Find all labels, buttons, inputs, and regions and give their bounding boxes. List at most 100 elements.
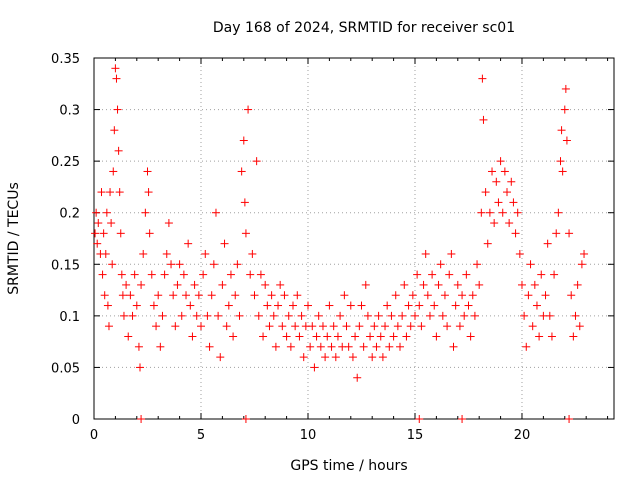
data-point bbox=[565, 229, 574, 238]
data-point bbox=[327, 342, 336, 351]
data-point bbox=[346, 301, 355, 310]
data-point bbox=[199, 270, 208, 279]
data-point bbox=[94, 219, 103, 228]
data-point bbox=[244, 105, 253, 114]
data-point bbox=[404, 301, 413, 310]
data-point bbox=[312, 332, 321, 341]
data-point bbox=[490, 219, 499, 228]
data-point bbox=[109, 167, 118, 176]
data-point bbox=[278, 322, 287, 331]
data-point bbox=[252, 157, 261, 166]
data-point bbox=[222, 322, 231, 331]
data-point bbox=[393, 322, 402, 331]
data-point bbox=[560, 105, 569, 114]
data-point bbox=[229, 332, 238, 341]
y-axis-ticks: 0 0.05 0.1 0.15 0.2 0.25 0.3 0.35 bbox=[51, 52, 614, 428]
data-point bbox=[543, 239, 552, 248]
data-point bbox=[331, 353, 340, 362]
data-point bbox=[478, 74, 487, 83]
data-point bbox=[498, 208, 507, 217]
y-tick-label: 0.15 bbox=[51, 258, 80, 273]
data-point bbox=[211, 208, 220, 217]
data-point bbox=[447, 249, 456, 258]
y-tick-label: 0.3 bbox=[59, 104, 80, 119]
data-point bbox=[196, 322, 205, 331]
x-tick-label: 5 bbox=[197, 428, 205, 443]
data-point bbox=[342, 322, 351, 331]
data-point bbox=[383, 301, 392, 310]
data-point bbox=[348, 353, 357, 362]
data-point bbox=[265, 322, 274, 331]
data-point bbox=[240, 198, 249, 207]
data-point bbox=[99, 229, 108, 238]
data-point bbox=[284, 311, 293, 320]
data-point bbox=[340, 291, 349, 300]
grid-lines bbox=[94, 58, 614, 419]
data-point bbox=[205, 342, 214, 351]
data-point bbox=[116, 229, 125, 238]
data-point bbox=[481, 188, 490, 197]
y-tick-label: 0 bbox=[72, 413, 80, 428]
data-point bbox=[162, 249, 171, 258]
data-point bbox=[541, 291, 550, 300]
data-point bbox=[565, 415, 574, 423]
data-point bbox=[577, 260, 586, 269]
data-point bbox=[160, 270, 169, 279]
data-point bbox=[458, 291, 467, 300]
data-point bbox=[479, 115, 488, 124]
data-point bbox=[513, 208, 522, 217]
data-point bbox=[254, 311, 263, 320]
data-points bbox=[91, 64, 589, 423]
y-tick-label: 0.1 bbox=[59, 310, 80, 325]
data-point bbox=[415, 301, 424, 310]
data-point bbox=[537, 270, 546, 279]
x-tick-label: 20 bbox=[514, 428, 531, 443]
data-point bbox=[468, 291, 477, 300]
data-point bbox=[359, 342, 368, 351]
data-point bbox=[235, 311, 244, 320]
data-point bbox=[449, 342, 458, 351]
data-point bbox=[91, 229, 100, 238]
data-point bbox=[511, 229, 520, 238]
plot-frame bbox=[93, 57, 615, 420]
data-point bbox=[241, 229, 250, 238]
data-point bbox=[209, 260, 218, 269]
data-point bbox=[453, 280, 462, 289]
data-point bbox=[276, 280, 285, 289]
data-point bbox=[400, 280, 409, 289]
data-point bbox=[134, 342, 143, 351]
data-point bbox=[528, 322, 537, 331]
data-point bbox=[355, 322, 364, 331]
data-point bbox=[473, 260, 482, 269]
data-point bbox=[271, 342, 280, 351]
data-point bbox=[494, 198, 503, 207]
data-point bbox=[545, 311, 554, 320]
data-point bbox=[274, 301, 283, 310]
data-point bbox=[398, 311, 407, 320]
data-point bbox=[573, 280, 582, 289]
data-point bbox=[515, 249, 524, 258]
data-point bbox=[122, 280, 131, 289]
data-point bbox=[108, 260, 117, 269]
data-point bbox=[297, 311, 306, 320]
data-point bbox=[291, 322, 300, 331]
y-tick-label: 0.35 bbox=[51, 52, 80, 67]
data-point bbox=[233, 260, 242, 269]
data-point bbox=[421, 249, 430, 258]
data-point bbox=[261, 280, 270, 289]
data-point bbox=[239, 136, 248, 145]
data-point bbox=[374, 311, 383, 320]
data-point bbox=[132, 301, 141, 310]
data-point bbox=[458, 415, 467, 423]
data-point bbox=[372, 342, 381, 351]
y-axis-label: SRMTID / TECUs bbox=[6, 182, 22, 295]
data-point bbox=[376, 332, 385, 341]
data-point bbox=[425, 311, 434, 320]
data-point bbox=[231, 291, 240, 300]
x-axis-label: GPS time / hours bbox=[290, 458, 407, 474]
data-point bbox=[333, 332, 342, 341]
data-point bbox=[477, 208, 486, 217]
data-point bbox=[419, 280, 428, 289]
data-point bbox=[357, 301, 366, 310]
